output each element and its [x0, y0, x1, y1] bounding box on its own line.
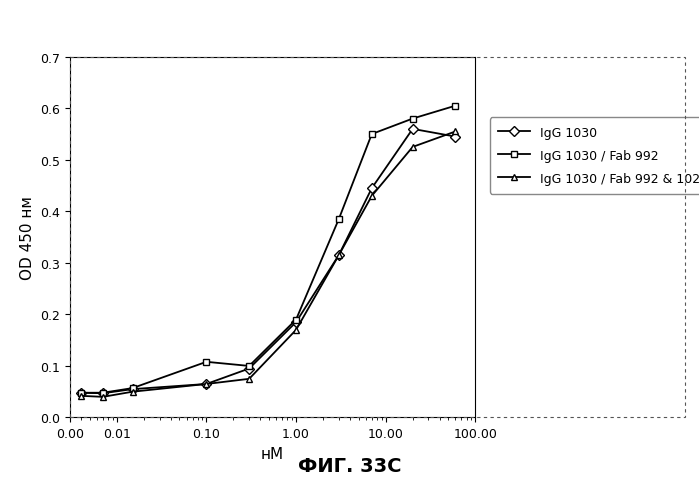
IgG 1030 / Fab 992 & 1024 — [408, 144, 417, 150]
IgG 1030 / Fab 992 — [245, 363, 253, 369]
IgG 1030 / Fab 992 & 1024 — [368, 193, 376, 199]
Legend: IgG 1030, IgG 1030 / Fab 992, IgG 1030 / Fab 992 & 1024: IgG 1030, IgG 1030 / Fab 992, IgG 1030 /… — [490, 118, 699, 194]
IgG 1030 — [368, 186, 376, 192]
IgG 1030 — [452, 134, 460, 140]
IgG 1030 / Fab 992 — [99, 390, 107, 396]
Y-axis label: OD 450 нм: OD 450 нм — [20, 196, 35, 279]
IgG 1030 / Fab 992 & 1024 — [129, 389, 137, 395]
IgG 1030 — [99, 391, 107, 396]
IgG 1030 / Fab 992 & 1024 — [77, 393, 85, 399]
Line: IgG 1030: IgG 1030 — [78, 126, 459, 397]
Line: IgG 1030 / Fab 992: IgG 1030 / Fab 992 — [78, 103, 459, 396]
Text: ФИГ. 33C: ФИГ. 33C — [298, 456, 401, 475]
IgG 1030 / Fab 992 — [368, 132, 376, 138]
X-axis label: нМ: нМ — [261, 446, 284, 461]
IgG 1030 — [129, 386, 137, 392]
IgG 1030 / Fab 992 — [408, 117, 417, 122]
IgG 1030 / Fab 992 — [77, 390, 85, 396]
IgG 1030 / Fab 992 & 1024 — [99, 394, 107, 400]
IgG 1030 / Fab 992 & 1024 — [335, 252, 343, 258]
IgG 1030 / Fab 992 — [202, 359, 210, 365]
IgG 1030 — [202, 381, 210, 387]
IgG 1030 / Fab 992 & 1024 — [202, 381, 210, 387]
IgG 1030 / Fab 992 & 1024 — [245, 376, 253, 382]
IgG 1030 / Fab 992 — [335, 217, 343, 223]
IgG 1030 — [292, 320, 301, 325]
IgG 1030 / Fab 992 & 1024 — [452, 129, 460, 135]
IgG 1030 — [245, 366, 253, 372]
IgG 1030 — [408, 127, 417, 132]
IgG 1030 — [77, 390, 85, 396]
IgG 1030 / Fab 992 — [292, 317, 301, 323]
Line: IgG 1030 / Fab 992 & 1024: IgG 1030 / Fab 992 & 1024 — [78, 129, 459, 400]
IgG 1030 / Fab 992 & 1024 — [292, 327, 301, 333]
IgG 1030 / Fab 992 — [452, 104, 460, 109]
IgG 1030 / Fab 992 — [129, 385, 137, 391]
IgG 1030 — [335, 252, 343, 258]
